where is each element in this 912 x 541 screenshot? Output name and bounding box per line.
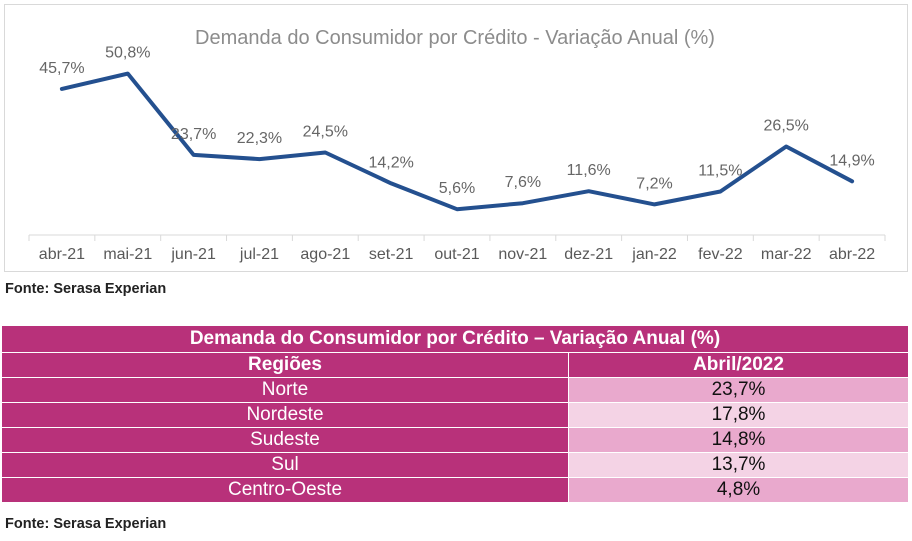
x-tick-label: jun-21 [170,246,216,263]
region-value: 13,7% [568,452,909,478]
table-row: Sul 13,7% [1,452,909,478]
region-name: Sul [1,452,569,478]
data-label: 14,9% [829,152,874,169]
data-label: 45,7% [39,60,84,77]
series-line [59,71,855,212]
data-label: 24,5% [303,124,348,141]
data-label: 11,6% [567,162,611,179]
region-name: Nordeste [1,402,569,428]
column-header-abril-2022: Abril/2022 [568,352,909,378]
x-tick-label: jan-22 [631,246,677,263]
x-tick-label: fev-22 [698,246,743,263]
line-chart: Demanda do Consumidor por Crédito - Vari… [4,4,908,272]
x-tick-label: ago-21 [300,246,350,263]
x-tick-label: nov-21 [498,246,547,263]
table-row: Nordeste 17,8% [1,402,909,428]
data-label: 5,6% [439,180,475,197]
region-value: 4,8% [568,477,909,503]
x-tick-label: abr-22 [829,246,875,263]
x-tick-label: set-21 [369,246,414,263]
x-tick-label: out-21 [434,246,479,263]
table-title: Demanda do Consumidor por Crédito – Vari… [1,325,909,353]
chart-source: Fonte: Serasa Experian [5,281,167,297]
x-tick-label: dez-21 [564,246,613,263]
regions-table: Demanda do Consumidor por Crédito – Vari… [1,325,909,503]
table-source: Fonte: Serasa Experian [5,516,167,532]
chart-title: Demanda do Consumidor por Crédito - Vari… [195,27,715,49]
table-row: Norte 23,7% [1,377,909,403]
data-label: 7,6% [505,174,541,191]
data-label: 11,5% [698,163,742,180]
region-name: Centro-Oeste [1,477,569,503]
table-row: Centro-Oeste 4,8% [1,477,909,503]
x-tick-label: mar-22 [761,246,812,263]
data-label: 26,5% [764,118,809,135]
data-label: 50,8% [105,45,150,62]
region-value: 14,8% [568,427,909,453]
x-tick-label: jul-21 [239,246,279,263]
chart-canvas: Demanda do Consumidor por Crédito - Vari… [28,27,886,263]
data-label: 23,7% [171,126,216,143]
region-value: 23,7% [568,377,909,403]
data-label: 7,2% [636,175,672,192]
region-name: Norte [1,377,569,403]
x-tick-label: mai-21 [103,246,152,263]
data-label: 22,3% [237,130,282,147]
region-value: 17,8% [568,402,909,428]
column-header-regioes: Regiões [1,352,569,378]
data-label: 14,2% [368,154,413,171]
x-tick-label: abr-21 [39,246,85,263]
table-row: Sudeste 14,8% [1,427,909,453]
region-name: Sudeste [1,427,569,453]
